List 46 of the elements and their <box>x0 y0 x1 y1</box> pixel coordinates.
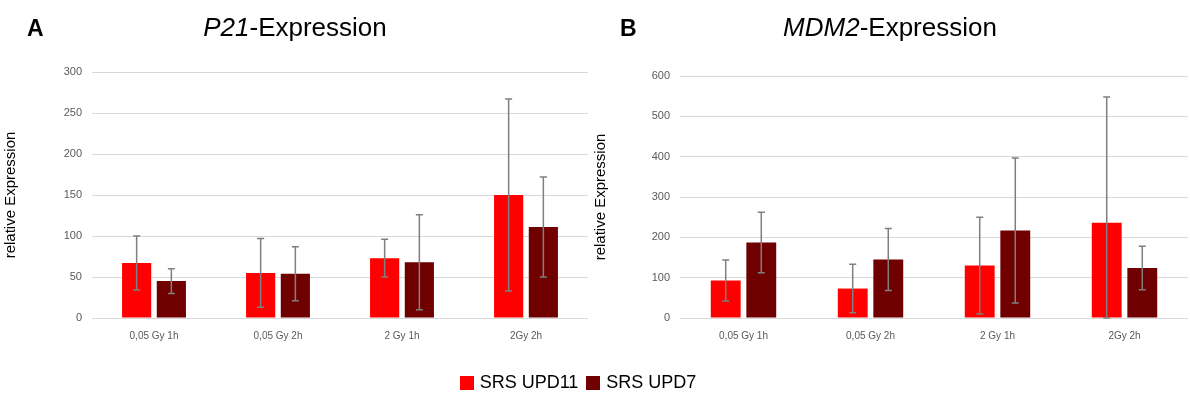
bar <box>246 272 276 318</box>
y-tick-label: 300 <box>63 65 82 78</box>
text: B <box>620 15 637 42</box>
bar <box>156 281 186 318</box>
x-tick-label: 0,05 Gy 2h <box>846 329 895 341</box>
y-tick-label: 100 <box>63 229 82 242</box>
y-tick-label: 150 <box>63 188 82 201</box>
bar <box>746 242 777 318</box>
y-tick-label: 50 <box>69 270 82 283</box>
y-axis-title: relative Expression <box>1 131 19 259</box>
y-tick-label: 600 <box>651 69 670 82</box>
y-tick-label: 500 <box>651 109 670 122</box>
y-tick-label: 0 <box>663 311 670 324</box>
text: A <box>27 15 44 42</box>
legend-label: SRS UPD11 <box>479 372 579 393</box>
bar <box>404 262 434 318</box>
x-tick-label: 2Gy 2h <box>1108 329 1141 341</box>
bar <box>370 258 400 318</box>
chart-title: MDM2-Expression <box>783 12 997 43</box>
bar <box>1127 267 1158 318</box>
bar <box>710 280 741 318</box>
x-tick-label: 2Gy 2h <box>509 329 543 341</box>
y-tick-label: 400 <box>651 149 670 162</box>
y-tick-label: 200 <box>651 230 670 243</box>
x-tick-label: 2 Gy 1h <box>979 329 1016 341</box>
bar <box>528 226 558 318</box>
bar <box>494 195 524 318</box>
bar <box>873 259 904 318</box>
x-tick-label: 0,05 Gy 1h <box>129 329 179 341</box>
legend-label: SRS UPD7 <box>606 372 697 393</box>
bar <box>964 265 995 318</box>
x-tick-label: 2 Gy 1h <box>384 329 420 341</box>
bar <box>1000 230 1031 318</box>
bar <box>1091 222 1122 318</box>
y-tick-label: 250 <box>63 106 82 119</box>
bar <box>280 273 310 318</box>
y-tick-label: 0 <box>75 311 82 324</box>
bar <box>122 263 152 318</box>
y-tick-label: 300 <box>651 190 670 203</box>
bar <box>837 288 868 318</box>
chart-title: P21-Expression <box>203 12 387 43</box>
x-tick-label: 0,05 Gy 1h <box>719 329 768 341</box>
y-axis-title: relative Expression <box>591 133 609 261</box>
y-tick-label: 200 <box>63 147 82 160</box>
y-tick-label: 100 <box>651 270 670 283</box>
x-tick-label: 0,05 Gy 2h <box>253 329 303 341</box>
